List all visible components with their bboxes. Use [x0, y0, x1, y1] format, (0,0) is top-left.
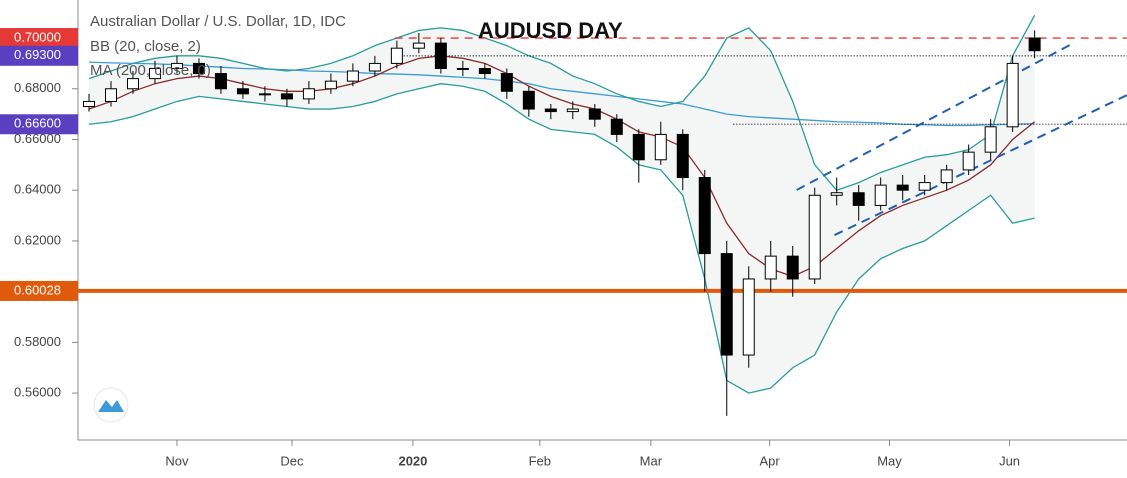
candle-body	[126, 78, 139, 90]
level-tag	[0, 28, 78, 49]
x-tick-label: Jun	[999, 453, 1020, 468]
x-tick-label: Nov	[165, 453, 189, 468]
candle-body	[346, 70, 359, 82]
y-tick-label: 0.62000	[14, 232, 61, 247]
candle-body	[676, 133, 689, 179]
y-tick-label: 0.66000	[14, 131, 61, 146]
trendline	[834, 94, 1127, 236]
candle-body	[170, 62, 183, 69]
candle-body	[1028, 37, 1041, 52]
candle-body	[214, 73, 227, 90]
candle-body	[236, 88, 249, 95]
x-tick-label: 2020	[398, 453, 427, 468]
candle-body	[720, 253, 733, 356]
candle-body	[192, 62, 205, 75]
symbol-label: Australian Dollar / U.S. Dollar, 1D, IDC	[90, 13, 346, 30]
y-tick-label: 0.58000	[14, 334, 61, 349]
chart-title: AUDUSD DAY	[478, 18, 623, 43]
candle-body	[412, 42, 425, 49]
x-tick-label: May	[877, 453, 902, 468]
candle-body	[940, 169, 953, 184]
candle-body	[830, 192, 843, 196]
candle-body	[896, 184, 909, 191]
candle-body	[148, 67, 161, 80]
x-tick-label: Apr	[760, 453, 781, 468]
candle-body	[544, 108, 557, 113]
candle-body	[390, 47, 403, 64]
candle-body	[808, 194, 821, 280]
band-lower	[88, 83, 1035, 394]
ma-line	[88, 61, 1035, 127]
candle-body	[742, 278, 755, 356]
candle-body	[874, 184, 887, 206]
candle-body	[280, 93, 293, 100]
band-fill	[88, 15, 1035, 394]
candle-body	[522, 90, 535, 110]
candle-body	[104, 88, 117, 102]
candle-body	[302, 88, 315, 100]
candle-body	[632, 133, 645, 161]
x-tick-label: Mar	[640, 453, 663, 468]
candle-body	[434, 42, 447, 69]
candle-body	[1006, 62, 1019, 128]
candle-body	[610, 118, 623, 135]
indicator-label: MA (200, close, 0)	[90, 62, 211, 79]
candle-body	[324, 80, 337, 90]
candle-body	[852, 192, 865, 206]
candle-body	[918, 182, 931, 191]
trendline	[796, 44, 1071, 191]
band-upper	[88, 14, 1036, 191]
candle-body	[764, 255, 777, 280]
y-tick-label: 0.64000	[14, 182, 61, 197]
y-tick-label: 0.56000	[14, 385, 61, 400]
level-label: 0.69300	[14, 47, 61, 62]
level-label: 0.60028	[14, 282, 61, 297]
x-tick-label: Dec	[280, 453, 304, 468]
level-label: 0.70000	[14, 29, 61, 44]
candle-body	[500, 73, 513, 92]
x-tick-label: Feb	[529, 453, 551, 468]
candle-body	[82, 100, 95, 108]
plot	[78, 14, 1127, 416]
candle-body	[456, 67, 469, 70]
candle-body	[368, 62, 381, 72]
candle-body	[786, 255, 799, 280]
candle-body	[962, 151, 975, 171]
candle-body	[654, 133, 667, 161]
candle-body	[566, 108, 579, 113]
y-tick-label: 0.68000	[14, 80, 61, 95]
logo	[93, 387, 129, 423]
axes: 0.560000.580000.600000.620000.640000.660…	[0, 28, 1020, 468]
candle-body	[698, 177, 711, 255]
indicator-label: BB (20, close, 2)	[90, 38, 201, 55]
band-basis	[88, 55, 1036, 278]
candle-body	[258, 93, 271, 96]
level-tag	[0, 114, 78, 135]
candle-body	[478, 67, 491, 75]
level-tag	[0, 280, 78, 301]
candle-body	[588, 108, 601, 120]
candle-body	[984, 126, 997, 153]
level-label: 0.66600	[14, 116, 61, 131]
level-tag	[0, 45, 78, 66]
